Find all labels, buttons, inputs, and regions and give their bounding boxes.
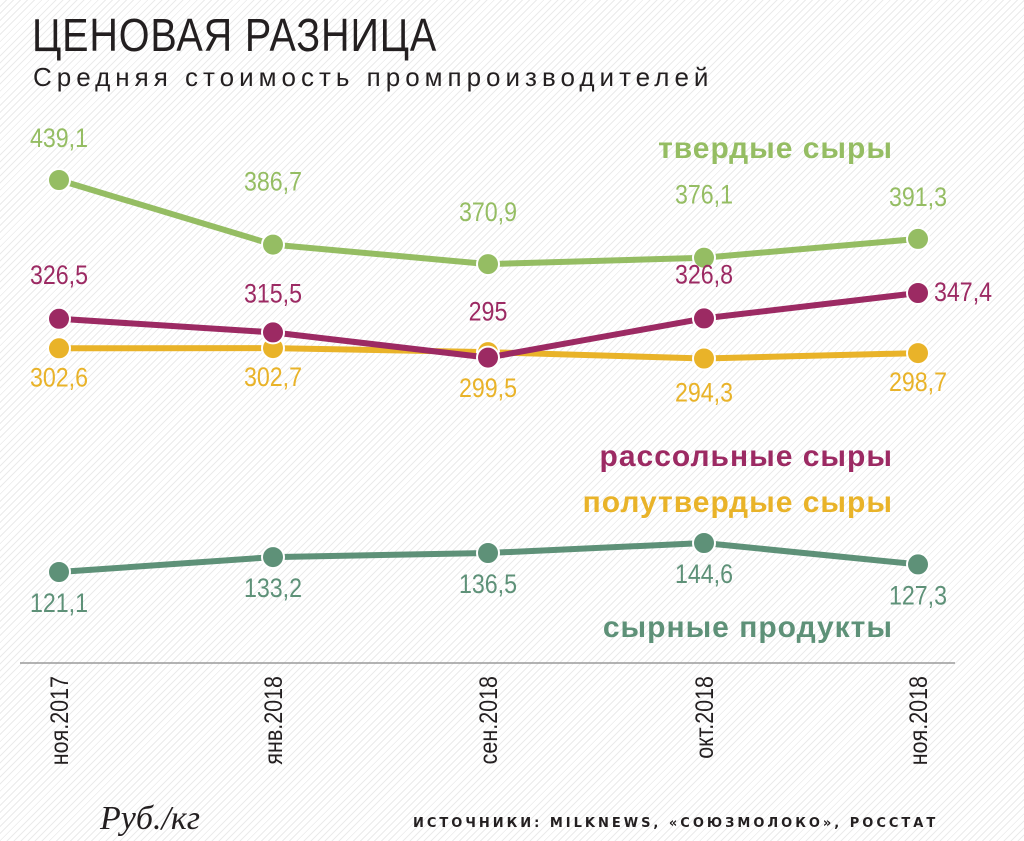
x-tick-label: ноя.2017 bbox=[45, 676, 73, 765]
series-твердые-сыры bbox=[47, 168, 930, 277]
data-point bbox=[261, 320, 285, 345]
data-label: 386,7 bbox=[244, 167, 302, 197]
data-label: 133,2 bbox=[244, 574, 302, 604]
chart-subtitle: Средняя стоимость промпроизводителей bbox=[33, 62, 714, 92]
series-сырные-продукты bbox=[47, 531, 930, 584]
data-label: 370,9 bbox=[459, 198, 517, 228]
unit-label: Руб./кг bbox=[100, 800, 201, 837]
data-label: 376,1 bbox=[675, 180, 733, 210]
data-label: 121,1 bbox=[30, 588, 88, 618]
legend-label: сырные продукты bbox=[603, 611, 893, 644]
data-label: 391,3 bbox=[889, 182, 947, 212]
data-point bbox=[261, 545, 285, 570]
x-tick-label: ноя.2018 bbox=[904, 676, 932, 765]
data-label: 295 bbox=[469, 297, 508, 327]
series-рассольные-сыры bbox=[47, 281, 930, 370]
x-tick-label: сен.2018 bbox=[474, 676, 502, 764]
data-point bbox=[47, 560, 71, 584]
data-point bbox=[906, 341, 930, 366]
data-label: 136,5 bbox=[459, 569, 517, 599]
data-label: 144,6 bbox=[675, 559, 733, 589]
data-point bbox=[476, 541, 500, 565]
data-label: 294,3 bbox=[675, 378, 733, 408]
data-label: 299,5 bbox=[459, 374, 517, 404]
data-point bbox=[906, 281, 930, 305]
data-point bbox=[906, 226, 930, 251]
data-label: 302,7 bbox=[244, 363, 302, 393]
data-label: 127,3 bbox=[889, 581, 947, 611]
legend-label: полутвердые сыры bbox=[583, 486, 893, 519]
data-point bbox=[692, 245, 716, 270]
data-label: 347,4 bbox=[934, 277, 992, 307]
source-note: ИСТОЧНИКИ: MILKNEWS, «СОЮЗМОЛОКО», РОССТ… bbox=[413, 816, 939, 831]
data-label: 439,1 bbox=[30, 123, 88, 153]
legend-label: рассольные сыры bbox=[600, 440, 893, 473]
data-label: 326,5 bbox=[30, 260, 88, 290]
data-point bbox=[47, 306, 71, 331]
data-label: 326,8 bbox=[675, 260, 733, 290]
legend-label: твердые сыры bbox=[658, 132, 893, 165]
data-label: 315,5 bbox=[244, 279, 302, 309]
data-point bbox=[476, 345, 500, 370]
data-label: 302,6 bbox=[30, 363, 88, 393]
data-point bbox=[692, 346, 716, 371]
data-point bbox=[906, 552, 930, 577]
data-label: 298,7 bbox=[889, 368, 947, 398]
data-point bbox=[47, 336, 71, 361]
data-point bbox=[261, 232, 285, 257]
data-point bbox=[47, 168, 71, 192]
x-tick-label: окт.2018 bbox=[690, 676, 718, 759]
data-point bbox=[692, 531, 716, 555]
data-point bbox=[692, 306, 716, 331]
data-point bbox=[476, 252, 500, 277]
x-tick-label: янв.2018 bbox=[259, 676, 287, 765]
chart-title: ЦЕНОВАЯ РАЗНИЦА bbox=[32, 9, 438, 61]
